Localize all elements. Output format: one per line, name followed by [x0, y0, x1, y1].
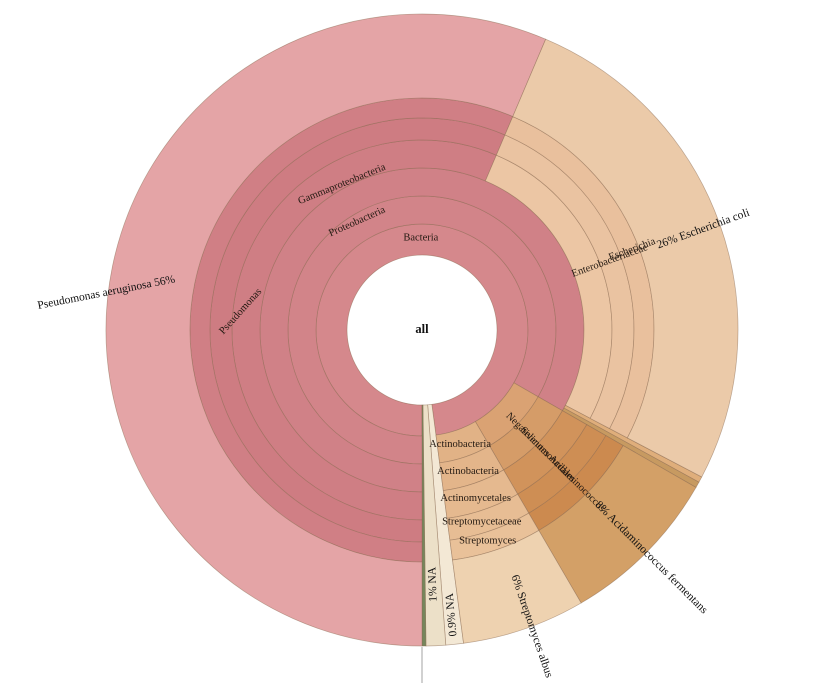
segment-pseudomonas-aeruginosa[interactable] — [105, 13, 547, 647]
ring-label-actinobacteria: Actinobacteria — [437, 466, 499, 477]
center-label: all — [415, 322, 429, 336]
ring-label-actinomycetales: Actinomycetales — [440, 493, 511, 504]
ring-label-bacteria: Bacteria — [403, 232, 438, 243]
ring-label-streptomycetaceae: Streptomycetaceae — [442, 516, 522, 527]
callout-label-1-na: 1% NA — [426, 566, 439, 602]
segment-escherichia-coli[interactable] — [512, 38, 739, 478]
callout-label-0-9-na: 0.9% NA — [444, 592, 460, 637]
segment-streptomyces-albus[interactable] — [452, 529, 582, 644]
ring-label-actinobacteria: Actinobacteria — [429, 439, 491, 450]
segment-na-green-sliver[interactable] — [421, 404, 427, 647]
ring-label-streptomyces: Streptomyces — [459, 535, 516, 546]
